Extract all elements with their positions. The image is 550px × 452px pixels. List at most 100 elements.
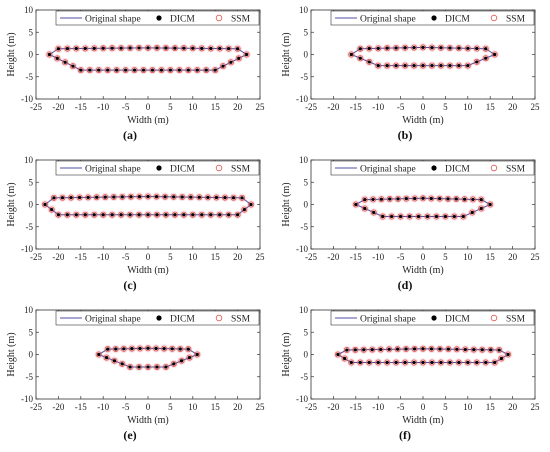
ssm-point — [445, 346, 452, 353]
ssm-point — [162, 211, 169, 218]
legend-ssm-swatch — [215, 14, 223, 22]
dicm-point — [47, 52, 52, 57]
ssm-point — [216, 45, 223, 52]
legend-label-dicm: DICM — [170, 14, 195, 24]
dicm-point — [55, 56, 59, 60]
dicm-point — [461, 214, 465, 219]
dicm-point — [396, 347, 400, 351]
dicm-point — [381, 214, 385, 219]
dicm-point — [470, 210, 474, 215]
ssm-point — [393, 62, 400, 69]
dicm-point — [209, 213, 213, 217]
ssm-point — [453, 196, 460, 203]
x-tick-label: 25 — [256, 402, 266, 412]
ssm-point — [491, 51, 498, 58]
dicm-point — [88, 68, 92, 72]
chart-panel-e: -25 -20 -15 -10 -5 0 5 10 15 20 25 -10 -5 0 5 10 Width (… — [6, 305, 266, 442]
x-tick-label: -15 — [350, 252, 362, 262]
ssm-point — [144, 211, 151, 218]
x-tick-label: 10 — [188, 252, 198, 262]
dicm-point — [438, 197, 442, 201]
ssm-point — [384, 45, 391, 52]
dicm-point — [421, 64, 425, 68]
ssm-point — [393, 359, 400, 366]
dicm-point — [367, 60, 371, 64]
legend-label-original-shape: Original shape — [85, 314, 141, 324]
x-tick-label: 15 — [211, 252, 221, 262]
x-tick-label: 10 — [463, 252, 473, 262]
ssm-point — [469, 196, 476, 203]
legend-label-original-shape: Original shape — [85, 164, 141, 174]
dicm-point — [137, 213, 141, 217]
ssm-point — [62, 59, 69, 66]
ssm-point — [91, 211, 98, 218]
dicm-point — [60, 196, 65, 200]
ssm-point — [419, 195, 426, 202]
x-tick-label: 15 — [211, 102, 221, 112]
dicm-point — [218, 46, 222, 51]
ssm-point — [54, 55, 61, 62]
ssm-point — [189, 211, 196, 218]
ssm-point — [482, 359, 489, 366]
x-tick-label: -15 — [75, 402, 87, 412]
dicm-point — [218, 213, 222, 217]
dicm-point — [65, 47, 69, 51]
dicm-point — [399, 214, 403, 219]
ssm-point — [82, 45, 89, 52]
ssm-point — [455, 62, 462, 69]
dicm-point — [52, 196, 56, 200]
ssm-point — [55, 45, 62, 52]
legend-label-original-shape: Original shape — [360, 14, 416, 24]
y-tick-label: 5 — [29, 177, 34, 187]
ssm-point — [428, 359, 435, 366]
x-tick-label: 25 — [531, 252, 541, 262]
dicm-point — [120, 195, 124, 199]
x-tick-label: -20 — [327, 252, 339, 262]
ssm-point — [428, 62, 435, 69]
ssm-point — [491, 359, 498, 366]
ssm-point — [473, 58, 480, 65]
dicm-point — [128, 365, 132, 369]
x-tick-label: -10 — [372, 402, 384, 412]
panel-caption: (d) — [398, 278, 413, 292]
ssm-point — [185, 346, 192, 353]
ssm-point — [505, 351, 512, 358]
ssm-point — [109, 45, 116, 52]
dicm-point — [103, 195, 107, 199]
dicm-point — [463, 197, 467, 201]
ssm-point — [461, 196, 468, 203]
dicm-point — [170, 347, 174, 351]
ssm-point — [100, 211, 107, 218]
ssm-point — [93, 194, 100, 201]
ssm-point — [375, 45, 382, 52]
chart-panel-d: -25 -20 -15 -10 -5 0 5 10 15 20 25 -10 -5 0 5 10 Width (… — [281, 155, 541, 292]
y-tick-label: 5 — [304, 27, 309, 37]
dicm-point — [413, 196, 417, 201]
ssm-point — [216, 211, 223, 218]
dicm-point — [162, 347, 166, 351]
dicm-point — [106, 68, 110, 72]
x-tick-label: -10 — [372, 102, 384, 112]
dicm-point — [480, 348, 484, 352]
dicm-point — [336, 352, 340, 357]
ssm-point — [180, 45, 187, 52]
ssm-point — [243, 51, 250, 58]
dicm-point — [429, 347, 434, 351]
x-tick-label: 0 — [421, 252, 426, 262]
y-tick-label: 10 — [299, 155, 309, 165]
dicm-point — [493, 52, 497, 57]
ssm-point — [179, 193, 186, 200]
ssm-point — [487, 201, 494, 208]
legend: Original shape DICM SSM — [330, 310, 535, 326]
ssm-point — [348, 51, 355, 58]
dicm-point — [186, 68, 190, 72]
ssm-point — [498, 355, 505, 362]
dicm-point — [130, 347, 134, 351]
ssm-point — [334, 351, 341, 358]
x-axis-label: Width (m) — [402, 415, 444, 426]
x-tick-label: -5 — [122, 402, 130, 412]
x-tick-label: -10 — [97, 402, 109, 412]
dicm-point — [180, 359, 184, 363]
ssm-point — [384, 62, 391, 69]
